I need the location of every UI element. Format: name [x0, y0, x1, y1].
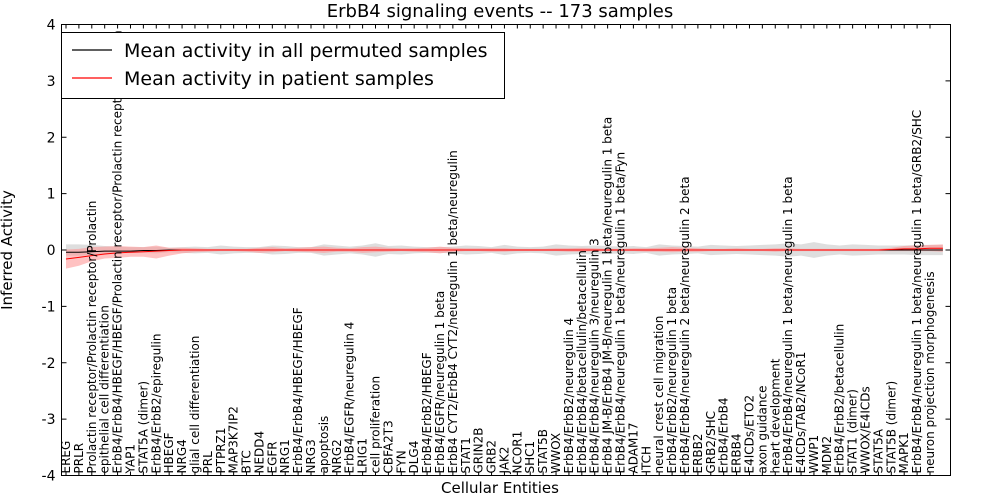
category-label: ErbB4/ErbB4/betacellulin/betacellulin	[575, 250, 589, 473]
y-axis-title: Inferred Activity	[0, 190, 16, 310]
category-label: E4ICDs/ETO2	[742, 395, 756, 474]
category-label: YAP1	[123, 444, 137, 474]
category-label: ErbB4/ErbB4/neuregulin 1 beta/neuregulin…	[781, 176, 795, 473]
y-tick-label: 1	[47, 187, 56, 203]
category-label: STAT5A	[871, 428, 885, 473]
y-tick-label: -4	[42, 469, 56, 485]
category-label: ERBB4	[730, 433, 744, 473]
y-tick-label: -2	[42, 356, 56, 372]
category-label: ErbB4/ErbB2/HBEGF	[420, 352, 434, 473]
legend-label-permuted: Mean activity in all permuted samples	[124, 40, 487, 62]
category-label: ErbB4/ErbB4/HBEGF/HBEGF	[291, 307, 305, 473]
category-label: Prolactin receptor/Prolactin receptor/Pr…	[85, 201, 99, 474]
legend-box	[61, 32, 505, 99]
category-label: MDM2	[820, 436, 834, 474]
category-label: ErbB4/ErbB4/neuregulin 1 beta/neuregulin…	[614, 152, 628, 474]
category-label: ErbB4 JM-B/ErbB4 JM-B/neuregulin 1 beta/…	[601, 117, 615, 474]
legend-label-patient: Mean activity in patient samples	[124, 68, 434, 90]
category-label: axon guidance	[755, 386, 769, 474]
category-label: WWOX/E4ICDs	[859, 386, 873, 473]
category-label: E4ICDs/TAB2/NCoR1	[794, 352, 808, 474]
category-label: neural crest cell migration	[652, 316, 666, 474]
series-lines	[65, 247, 943, 260]
category-label: ERBB2	[691, 433, 705, 473]
category-label: glial cell differentiation	[188, 336, 202, 474]
category-label: FYN	[394, 450, 408, 473]
category-label: MAPK1	[897, 432, 911, 473]
category-label: NCOR1	[510, 431, 524, 474]
category-label: PTPRZ1	[214, 428, 228, 474]
category-label: STAT5B (dimer)	[884, 381, 898, 474]
category-label: ITCH	[639, 446, 653, 474]
category-label: ErbB4/ErbB2/epiregulin	[149, 334, 163, 474]
category-label: NRG1	[278, 439, 292, 473]
category-label: heart development	[768, 358, 782, 473]
category-label: LRIG1	[356, 438, 370, 474]
category-label: SHC1	[523, 441, 537, 474]
category-label: neuron projection morphogenesis	[923, 271, 937, 473]
category-label: BTC	[240, 450, 254, 473]
category-label: CBFA2T3	[381, 420, 395, 473]
category-label: ErbB4/ErbB4/neuregulin 2 beta/neuregulin…	[678, 176, 692, 473]
category-label: PRLR	[72, 443, 86, 474]
y-axis: -4 -3 -2 -1 0 1 2 3 4	[42, 18, 951, 485]
x-axis-title: Cellular Entities	[441, 479, 559, 497]
category-label: ErbB4 CYT2/ErbB4 CYT2/neuregulin 1 beta/…	[446, 150, 460, 473]
category-label: ErbB4/EGFR/neuregulin 1 beta	[433, 291, 447, 474]
category-label: ErbB4/ErbB4/neuregulin 1 beta/neuregulin…	[910, 110, 924, 474]
y-tick-label: -1	[42, 299, 56, 315]
legend: Mean activity in all permuted samples Me…	[61, 32, 505, 99]
category-label: ErbB4/ErbB4	[717, 397, 731, 473]
category-label: NRG4	[175, 439, 189, 473]
category-label: JAK2	[497, 446, 511, 474]
category-label: WWP1	[807, 435, 821, 474]
category-label: ErbB4/ErbB4/neuregulin 3/neuregulin 3	[588, 238, 602, 473]
category-label: STAT5B	[536, 429, 550, 474]
category-label: cell proliferation	[368, 376, 382, 474]
y-tick-label: 0	[47, 243, 56, 259]
category-label: PRL	[201, 451, 215, 474]
category-label: DLG4	[407, 441, 421, 474]
category-label: GRB2	[485, 440, 499, 474]
category-label: STAT1	[459, 437, 473, 473]
y-tick-label: 4	[47, 18, 56, 34]
category-label: NRG2	[330, 439, 344, 473]
category-label: ADAM17	[626, 422, 640, 473]
category-label: MAP3K7IP2	[227, 406, 241, 473]
category-label: GRB2/SHC	[704, 411, 718, 474]
category-label: STAT1 (dimer)	[846, 389, 860, 473]
category-label: ErbB4/ErbB2/neuregulin 1 beta	[665, 287, 679, 474]
category-label: EREG	[59, 441, 73, 474]
category-label: HBEGF	[162, 432, 176, 473]
category-label: ErbB4/ErbB2/betacellulin	[833, 324, 847, 474]
category-label: WWOX	[549, 433, 563, 474]
line-patient	[65, 247, 943, 260]
category-label: NRG3	[304, 439, 318, 473]
category-label: STAT5A (dimer)	[136, 381, 150, 474]
y-tick-label: 3	[47, 74, 56, 90]
category-label: apoptosis	[317, 416, 331, 474]
category-label: epithelial cell differentiation	[98, 305, 112, 473]
y-tick-label: -3	[42, 412, 56, 428]
category-label: ErbB4/ErbB4/HBEGF/HBEGF/Prolactin recept…	[111, 30, 125, 473]
category-label: ErbB4/EGFR/neuregulin 4	[343, 322, 357, 474]
y-tick-label: 2	[47, 130, 56, 146]
category-label: GRIN2B	[472, 427, 486, 473]
category-label: ErbB4/ErbB2/neuregulin 4	[562, 318, 576, 474]
category-label: EGFR	[265, 441, 279, 473]
category-label: NEDD4	[252, 431, 266, 474]
chart-title: ErbB4 signaling events -- 173 samples	[327, 1, 674, 22]
